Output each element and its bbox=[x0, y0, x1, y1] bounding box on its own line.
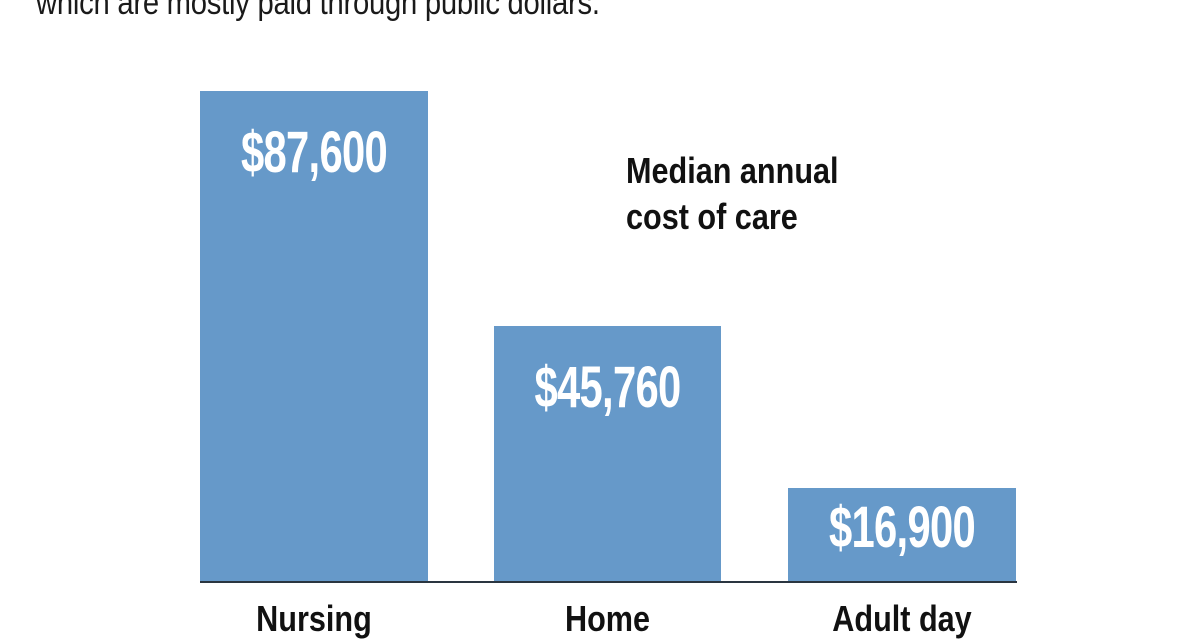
annotation-line-1: Median annual bbox=[626, 150, 839, 191]
x-label-home: Home bbox=[564, 598, 651, 639]
bar-home: $45,760 bbox=[494, 326, 721, 582]
annotation-line-2: cost of care bbox=[626, 196, 798, 237]
x-axis-baseline bbox=[200, 581, 1017, 583]
bar-value-adult-day: $16,900 bbox=[829, 495, 976, 560]
x-label-adult-day: Adult day bbox=[832, 598, 972, 639]
bar-value-nursing: $87,600 bbox=[241, 120, 388, 185]
bar-adult-day: $16,900 bbox=[788, 488, 1016, 582]
x-label-nursing: Nursing bbox=[256, 598, 372, 639]
chart-annotation: Median annual cost of care bbox=[626, 148, 839, 240]
bar-value-home: $45,760 bbox=[534, 355, 682, 420]
chart-subtitle: which are mostly paid through public dol… bbox=[36, 0, 600, 22]
bar-nursing: $87,600 bbox=[200, 91, 428, 582]
